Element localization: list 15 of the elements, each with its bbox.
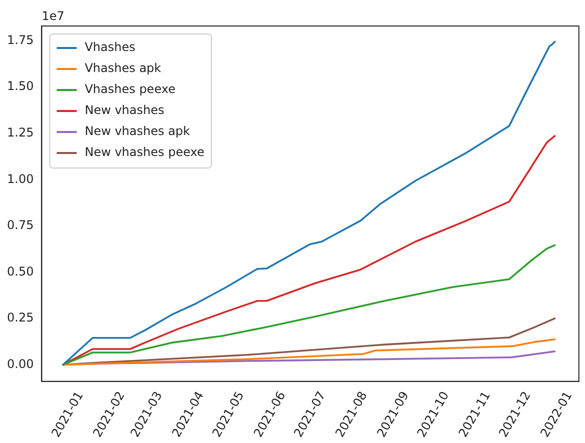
legend-label: Vhashes peexe (84, 82, 176, 96)
y-tick-label: 1.75 (7, 32, 34, 47)
y-tick-label: 0.75 (7, 218, 34, 232)
legend-label: New vhashes apk (84, 124, 190, 138)
y-tick-label: 1.25 (7, 125, 34, 140)
legend-label: Vhashes (84, 40, 136, 54)
y-tick-label: 0.00 (7, 356, 34, 371)
y-tick-label: 1.50 (7, 79, 34, 94)
legend-label: New vhashes peexe (84, 145, 204, 160)
legend-label: New vhashes (84, 103, 164, 118)
y-tick-label: 0.50 (7, 264, 34, 278)
text: 1e7 (42, 9, 64, 24)
y-tick-label: 0.25 (7, 310, 34, 325)
legend-label: Vhashes apk (84, 61, 162, 76)
y-tick-label: 1.00 (7, 172, 34, 186)
